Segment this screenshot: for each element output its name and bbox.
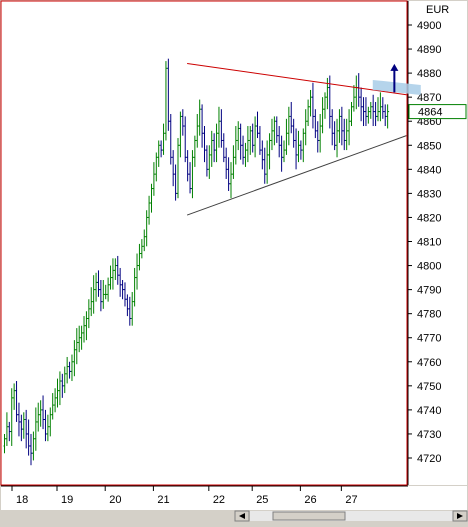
y-tick-label: 4900 (417, 20, 441, 32)
last-price-value: 4864 (418, 107, 442, 119)
scroll-left-icon (239, 513, 245, 519)
y-tick-label: 4750 (417, 381, 441, 393)
plot-area (0, 0, 408, 486)
annotations (186, 62, 421, 216)
x-axis-ticks: 18 19 20 21 22 25 26 27 (11, 486, 358, 506)
y-tick-label: 4790 (417, 285, 441, 297)
currency-label: EUR (426, 4, 449, 16)
y-tick-label: 4770 (417, 333, 441, 345)
y-tick-label: 4850 (417, 140, 441, 152)
y-tick-label: 4760 (417, 357, 441, 369)
y-tick-label: 4830 (417, 188, 441, 200)
y-tick-label: 4780 (417, 309, 441, 321)
y-axis-ticks: 4720 4730 4740 4750 4760 4770 4780 4790 4800 4810… (408, 20, 441, 465)
resistance-trendline (187, 62, 407, 96)
up-arrow-icon (390, 63, 399, 71)
x-tick-label: 26 (304, 494, 316, 506)
y-tick-label: 4860 (417, 116, 441, 128)
y-tick-label: 4810 (417, 237, 441, 249)
last-price-box (408, 104, 467, 120)
y-tick-label: 4870 (417, 92, 441, 104)
horizontal-scrollbar[interactable] (1, 510, 468, 522)
scroll-thumb[interactable] (272, 511, 346, 521)
x-tick-label: 20 (109, 494, 121, 506)
support-trendline (186, 135, 407, 216)
x-tick-label: 25 (256, 494, 268, 506)
y-tick-label: 4800 (417, 261, 441, 273)
x-tick-label: 22 (213, 494, 225, 506)
x-tick-label: 18 (16, 494, 28, 506)
y-tick-label: 4890 (417, 44, 441, 56)
x-tick-label: 27 (345, 494, 357, 506)
y-tick-label: 4880 (417, 68, 441, 80)
y-tick-label: 4740 (417, 405, 441, 417)
x-axis-panel (1, 486, 467, 510)
y-tick-label: 4730 (417, 429, 441, 441)
x-tick-label: 19 (61, 494, 73, 506)
y-axis-panel (408, 1, 467, 485)
y-tick-label: 4720 (417, 453, 441, 465)
price-bars (3, 58, 390, 466)
scroll-track[interactable] (250, 511, 453, 521)
x-tick-label: 21 (157, 494, 169, 506)
y-tick-label: 4840 (417, 164, 441, 176)
scroll-right-icon (457, 513, 463, 519)
y-tick-label: 4820 (417, 212, 441, 224)
breakout-zone (372, 79, 421, 95)
